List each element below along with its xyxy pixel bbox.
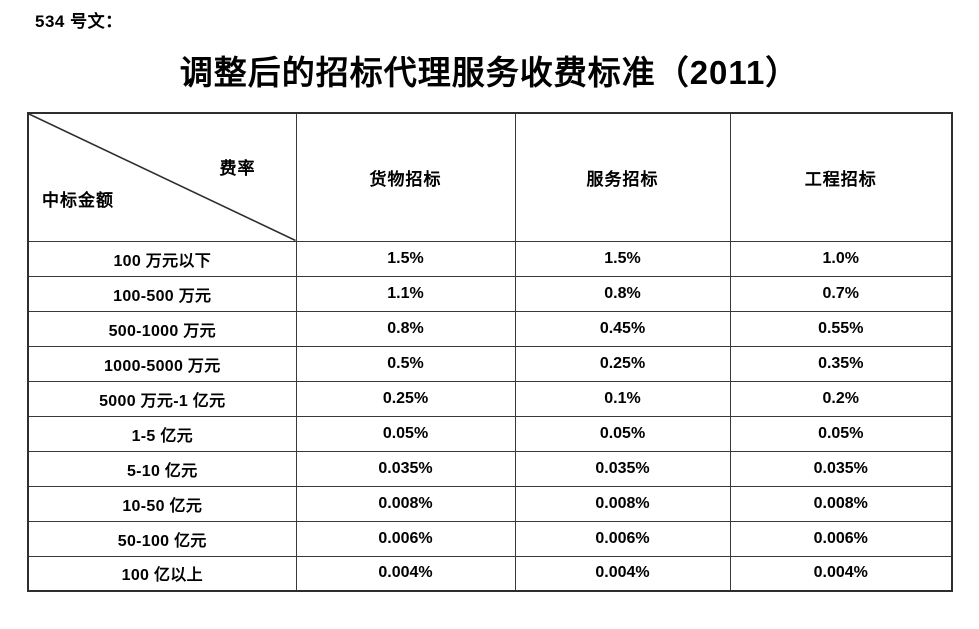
goods-rate-cell: 0.008% [295, 485, 516, 522]
table-row: 10-50 亿元 0.008% 0.008% 0.008% [27, 485, 953, 522]
services-rate-cell: 0.035% [514, 450, 731, 487]
table-row: 100-500 万元 1.1% 0.8% 0.7% [27, 275, 953, 312]
corner-header-cell: 费率 中标金额 [27, 112, 297, 242]
table-row: 5-10 亿元 0.035% 0.035% 0.035% [27, 450, 953, 487]
table-row: 5000 万元-1 亿元 0.25% 0.1% 0.2% [27, 380, 953, 417]
engineering-rate-cell: 0.2% [729, 380, 953, 417]
table-row: 500-1000 万元 0.8% 0.45% 0.55% [27, 310, 953, 347]
services-rate-cell: 0.8% [514, 275, 731, 312]
amount-cell: 50-100 亿元 [27, 520, 297, 557]
fee-table: 费率 中标金额 货物招标 服务招标 工程招标 100 万元以下 1.5% 1.5… [27, 112, 953, 592]
engineering-rate-cell: 0.7% [729, 275, 953, 312]
services-rate-cell: 1.5% [514, 240, 731, 277]
table-row: 50-100 亿元 0.006% 0.006% 0.006% [27, 520, 953, 557]
amount-cell: 5000 万元-1 亿元 [27, 380, 297, 417]
amount-cell: 1000-5000 万元 [27, 345, 297, 382]
table-row: 100 万元以下 1.5% 1.5% 1.0% [27, 240, 953, 277]
amount-cell: 1-5 亿元 [27, 415, 297, 452]
engineering-rate-cell: 0.006% [729, 520, 953, 557]
corner-label-rate: 费率 [219, 159, 256, 178]
amount-cell: 10-50 亿元 [27, 485, 297, 522]
engineering-rate-cell: 0.035% [729, 450, 953, 487]
engineering-rate-cell: 0.05% [729, 415, 953, 452]
table-row: 100 亿以上 0.004% 0.004% 0.004% [27, 555, 953, 592]
services-rate-cell: 0.008% [514, 485, 731, 522]
goods-rate-cell: 0.035% [295, 450, 516, 487]
corner-label-amount: 中标金额 [42, 191, 114, 210]
doc-ref-label: 534 号文： [35, 12, 123, 31]
engineering-rate-cell: 0.004% [729, 555, 953, 592]
goods-rate-cell: 1.1% [295, 275, 516, 312]
goods-rate-cell: 0.8% [295, 310, 516, 347]
goods-rate-cell: 0.5% [295, 345, 516, 382]
header-row: 费率 中标金额 货物招标 服务招标 工程招标 [27, 112, 953, 242]
goods-rate-cell: 1.5% [295, 240, 516, 277]
goods-rate-cell: 0.006% [295, 520, 516, 557]
column-header-goods: 货物招标 [295, 112, 516, 242]
amount-cell: 5-10 亿元 [27, 450, 297, 487]
page-title: 调整后的招标代理服务收费标准（2011） [179, 54, 800, 91]
services-rate-cell: 0.25% [514, 345, 731, 382]
engineering-rate-cell: 0.008% [729, 485, 953, 522]
services-rate-cell: 0.004% [514, 555, 731, 592]
services-rate-cell: 0.45% [514, 310, 731, 347]
goods-rate-cell: 0.004% [295, 555, 516, 592]
engineering-rate-cell: 0.55% [729, 310, 953, 347]
services-rate-cell: 0.05% [514, 415, 731, 452]
services-rate-cell: 0.1% [514, 380, 731, 417]
goods-rate-cell: 0.25% [295, 380, 516, 417]
engineering-rate-cell: 0.35% [729, 345, 953, 382]
goods-rate-cell: 0.05% [295, 415, 516, 452]
amount-cell: 100 亿以上 [27, 555, 297, 592]
table-row: 1-5 亿元 0.05% 0.05% 0.05% [27, 415, 953, 452]
amount-cell: 100-500 万元 [27, 275, 297, 312]
amount-cell: 100 万元以下 [27, 240, 297, 277]
column-header-engineering: 工程招标 [729, 112, 953, 242]
engineering-rate-cell: 1.0% [729, 240, 953, 277]
column-header-services: 服务招标 [514, 112, 731, 242]
amount-cell: 500-1000 万元 [27, 310, 297, 347]
table-row: 1000-5000 万元 0.5% 0.25% 0.35% [27, 345, 953, 382]
diagonal-divider-line [29, 114, 296, 241]
services-rate-cell: 0.006% [514, 520, 731, 557]
